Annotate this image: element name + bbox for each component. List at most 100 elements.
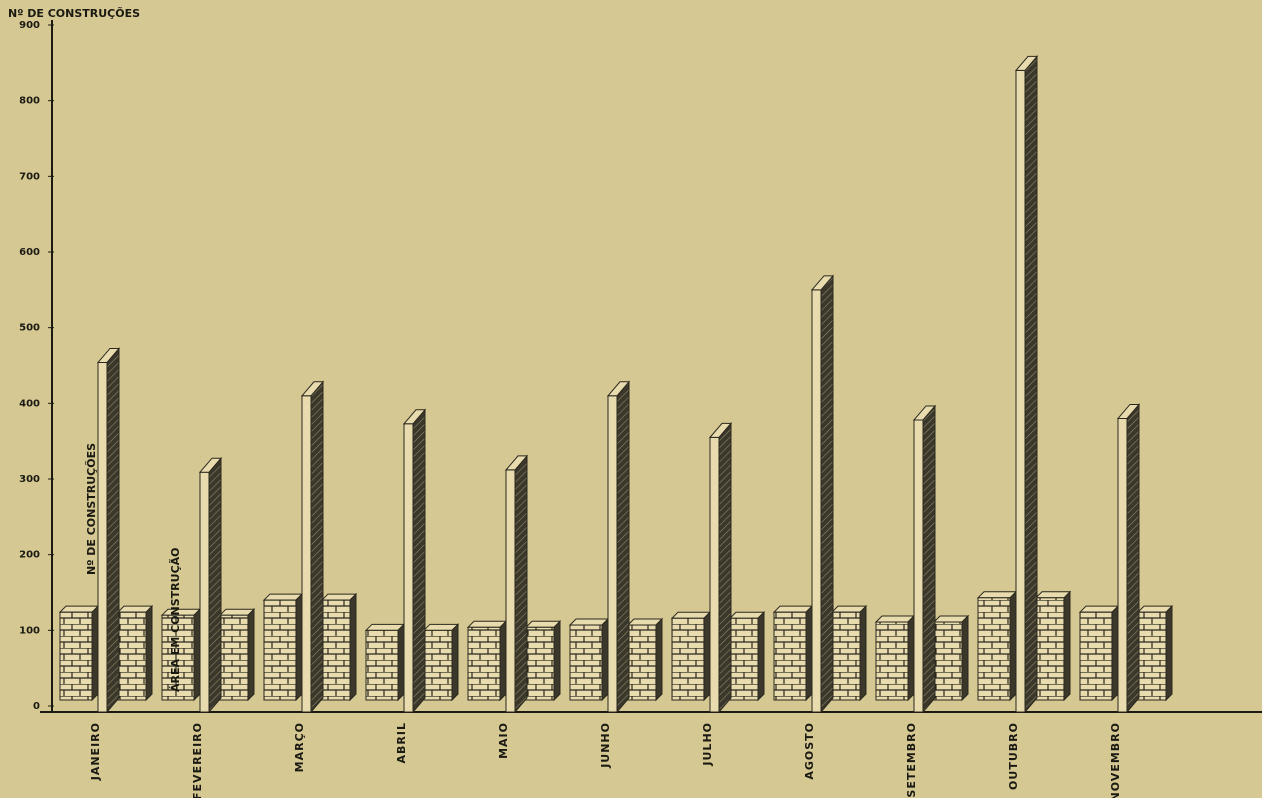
bar-top <box>198 457 223 473</box>
bar-front <box>199 471 210 713</box>
block <box>467 626 501 701</box>
block <box>161 614 195 701</box>
bar-side <box>718 422 732 714</box>
block <box>525 626 555 701</box>
y-tick-label: 900 <box>19 20 40 31</box>
block <box>671 617 705 701</box>
block-side <box>1009 590 1017 702</box>
block <box>219 614 249 701</box>
bar-side <box>616 380 630 714</box>
x-tick-label: ABRIL <box>395 722 408 763</box>
x-tick-label: AGOSTO <box>803 722 816 780</box>
block-side <box>145 604 153 702</box>
y-tick-label: 200 <box>19 550 40 561</box>
block <box>1137 611 1167 701</box>
block-side <box>1165 604 1173 702</box>
x-tick-label: NOVEMBRO <box>1109 722 1122 798</box>
block <box>933 621 963 701</box>
block <box>263 599 297 701</box>
block-side <box>1111 604 1119 702</box>
x-tick-label: JUNHO <box>599 722 612 769</box>
block <box>1035 597 1065 701</box>
bar-side <box>106 347 120 714</box>
block-side <box>451 623 459 702</box>
bar-top <box>810 275 835 291</box>
block-side <box>757 611 765 702</box>
block-side <box>805 604 813 702</box>
block-side <box>1063 590 1071 702</box>
bar-top <box>912 405 937 421</box>
block-side <box>295 592 303 702</box>
bar-side <box>208 456 222 714</box>
bar-front <box>709 436 720 713</box>
y-tick-label: 0 <box>33 701 40 712</box>
bar-front <box>913 419 924 713</box>
bar-front <box>301 395 312 713</box>
x-tick-label: JANEIRO <box>89 722 102 781</box>
block <box>59 611 93 701</box>
block <box>321 599 351 701</box>
bar-top <box>1014 55 1039 71</box>
block <box>423 629 453 701</box>
bar-front <box>505 469 516 713</box>
x-tick-label: OUTUBRO <box>1007 722 1020 790</box>
y-tick-label: 300 <box>19 474 40 485</box>
block-side <box>553 620 561 702</box>
bar-side <box>310 380 324 714</box>
y-tick-label: 800 <box>19 96 40 107</box>
series-label: ÁREA EM CONSTRUÇÃO <box>169 547 182 692</box>
bar-top <box>504 455 529 471</box>
bar-top <box>708 422 733 438</box>
block-side <box>655 617 663 702</box>
y-tick-label: 700 <box>19 171 40 182</box>
bar-side <box>820 274 834 714</box>
block <box>729 617 759 701</box>
block <box>569 624 603 701</box>
bar-side <box>1126 403 1140 714</box>
block-side <box>247 607 255 702</box>
block-side <box>601 617 609 702</box>
bar-front <box>403 423 414 713</box>
block-side <box>859 604 867 702</box>
block <box>117 611 147 701</box>
block <box>365 629 399 701</box>
block-side <box>193 607 201 702</box>
y-tick-label: 500 <box>19 323 40 334</box>
bar-front <box>1015 69 1026 713</box>
bar-front <box>1117 417 1128 713</box>
bar-top <box>606 381 631 397</box>
block-side <box>349 592 357 702</box>
y-axis-title: Nº DE CONSTRUÇÕES <box>8 7 140 20</box>
x-tick-label: FEVEREIRO <box>191 722 204 798</box>
block <box>627 624 657 701</box>
block <box>875 621 909 701</box>
y-tick-label: 600 <box>19 247 40 258</box>
x-tick-label: JULHO <box>701 722 714 767</box>
y-tick-label: 400 <box>19 398 40 409</box>
block-side <box>703 611 711 702</box>
bar-top <box>96 347 121 363</box>
block <box>977 597 1011 701</box>
block-side <box>907 614 915 702</box>
x-tick-label: MARÇO <box>293 722 306 772</box>
block <box>773 611 807 701</box>
block-side <box>397 623 405 702</box>
y-tick-label: 100 <box>19 625 40 636</box>
bar-front <box>811 289 822 713</box>
block-side <box>91 604 99 702</box>
bar-top <box>402 409 427 425</box>
series-label: Nº DE CONSTRUÇÕES <box>85 443 98 575</box>
x-tick-label: SETEMBRO <box>905 722 918 798</box>
bar-side <box>514 454 528 714</box>
bar-top <box>1116 403 1141 419</box>
block-side <box>961 614 969 702</box>
bar-side <box>1024 55 1038 714</box>
block-side <box>499 620 507 702</box>
bar-front <box>607 395 618 713</box>
block <box>1079 611 1113 701</box>
x-tick-label: MAIO <box>497 722 510 759</box>
bar-side <box>922 404 936 714</box>
bar-top <box>300 381 325 397</box>
bar-side <box>412 408 426 714</box>
